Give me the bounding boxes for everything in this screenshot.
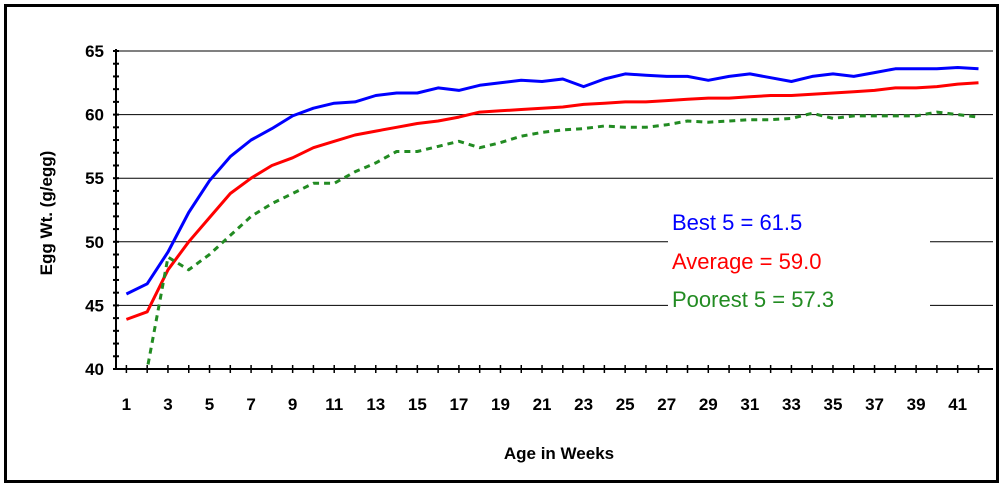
axes [113,49,993,373]
x-axis-title: Age in Weeks [504,444,614,463]
x-tick-label-37: 37 [865,395,884,414]
x-tick-label-11: 11 [325,395,343,414]
y-tick-label-45: 45 [85,296,104,315]
y-tick-label-60: 60 [85,106,104,125]
series-line-2 [125,81,979,321]
legend-entry-2: Average = 59.0 [672,249,821,274]
x-tick-label-5: 5 [205,395,214,414]
legend: Best 5 = 61.5 Average = 59.0 Poorest 5 = 5… [672,210,834,312]
x-tick-label-9: 9 [288,395,297,414]
y-tick-label-65: 65 [85,42,104,61]
series-lines [125,66,979,369]
y-tick-label-55: 55 [85,169,104,188]
x-tick-label-15: 15 [408,395,427,414]
x-tick-label-13: 13 [366,395,385,414]
x-tick-label-1: 1 [122,395,131,414]
x-tick-label-33: 33 [782,395,801,414]
y-tick-labels: 40 45 50 55 60 65 [85,42,104,379]
x-tick-label-3: 3 [163,395,172,414]
y-tick-label-50: 50 [85,233,104,252]
x-tick-label-19: 19 [491,395,510,414]
legend-background [668,205,930,317]
x-tick-label-25: 25 [616,395,635,414]
x-tick-label-7: 7 [246,395,255,414]
x-tick-label-29: 29 [699,395,718,414]
legend-entry-1: Best 5 = 61.5 [672,210,802,235]
x-tick-label-21: 21 [533,395,552,414]
series-line-1 [125,66,979,296]
y-axis-title: Egg Wt. (g/egg) [37,151,56,276]
y-tick-label-40: 40 [85,360,104,379]
legend-entry-3: Poorest 5 = 57.3 [672,287,834,312]
x-tick-label-17: 17 [449,395,468,414]
x-tick-label-31: 31 [740,395,759,414]
x-tick-label-23: 23 [574,395,593,414]
chart-frame [4,4,999,483]
x-tick-label-35: 35 [824,395,843,414]
x-tick-label-27: 27 [657,395,676,414]
x-tick-label-39: 39 [907,395,926,414]
x-tick-label-41: 41 [948,395,967,414]
x-tick-labels: 1 3 5 7 9 11 13 15 17 19 21 23 25 27 29 31 33 35 37 39 41 [122,395,967,414]
series-line-3 [145,110,979,369]
